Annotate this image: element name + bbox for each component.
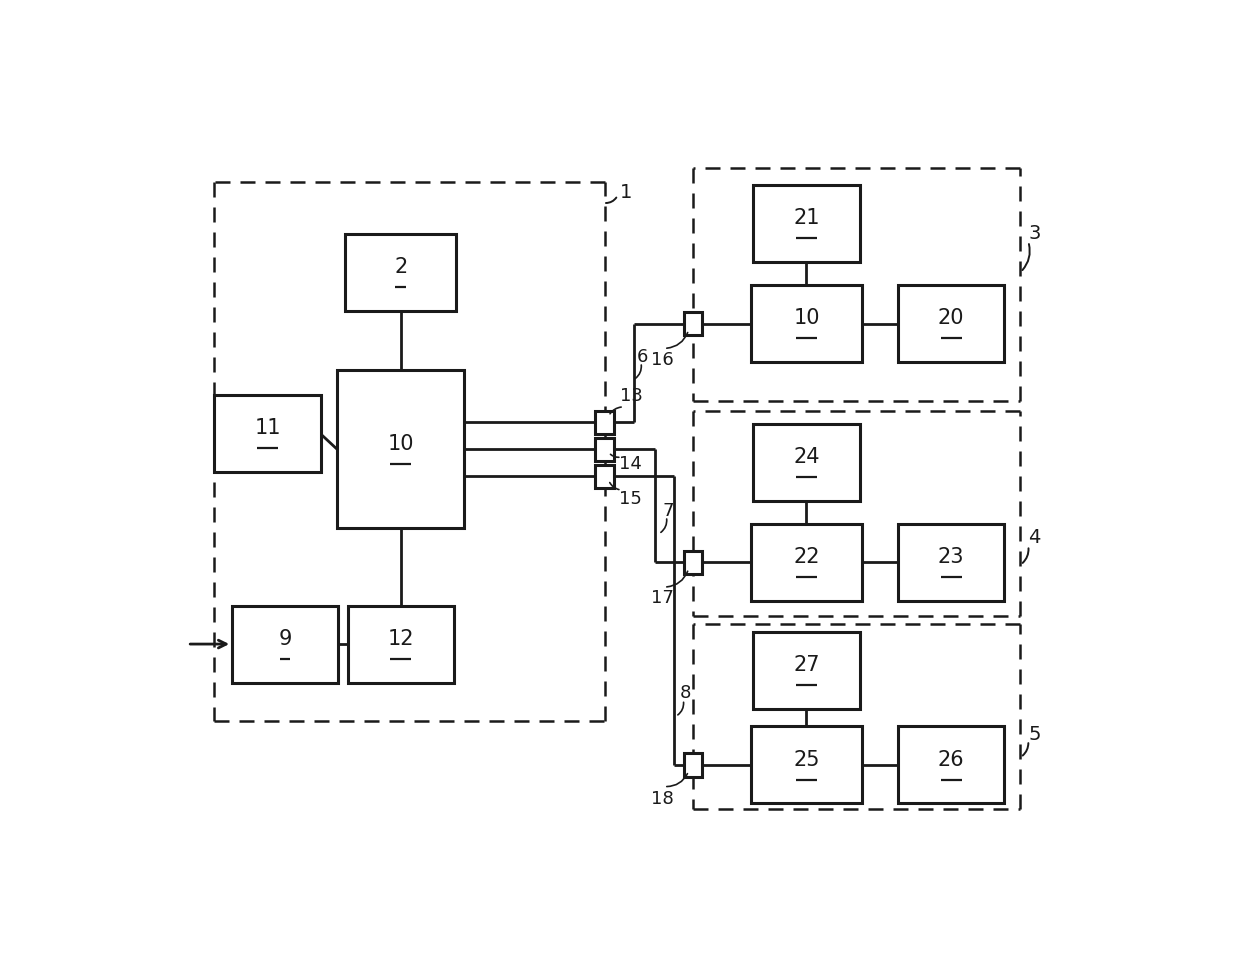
- Text: 10: 10: [387, 433, 414, 454]
- Bar: [215, 395, 321, 473]
- Text: 2: 2: [394, 257, 407, 277]
- Text: 10: 10: [794, 309, 820, 328]
- Text: 20: 20: [937, 309, 965, 328]
- Bar: [595, 437, 614, 461]
- Text: 22: 22: [794, 547, 820, 567]
- Text: 13: 13: [620, 387, 644, 406]
- Bar: [898, 285, 1004, 363]
- Text: 14: 14: [619, 456, 641, 474]
- Text: 6: 6: [637, 348, 649, 366]
- Text: 21: 21: [794, 208, 820, 228]
- Text: 24: 24: [794, 447, 820, 467]
- Text: 9: 9: [279, 629, 291, 648]
- Bar: [347, 605, 454, 683]
- Text: 4: 4: [1028, 528, 1040, 548]
- Bar: [898, 524, 1004, 601]
- Text: 11: 11: [254, 418, 280, 438]
- Text: 23: 23: [937, 547, 965, 567]
- Bar: [754, 185, 859, 262]
- Bar: [337, 370, 464, 528]
- Bar: [684, 754, 703, 777]
- Text: 12: 12: [387, 629, 414, 648]
- Bar: [684, 550, 703, 574]
- Bar: [750, 727, 862, 804]
- Bar: [750, 524, 862, 601]
- Bar: [595, 465, 614, 488]
- Text: 8: 8: [681, 685, 692, 702]
- Text: 18: 18: [651, 789, 673, 807]
- Bar: [684, 313, 703, 336]
- Text: 17: 17: [651, 590, 673, 607]
- Bar: [898, 727, 1004, 804]
- Text: 25: 25: [794, 750, 820, 769]
- Text: 5: 5: [1028, 725, 1040, 743]
- Bar: [754, 632, 859, 709]
- Text: 15: 15: [619, 490, 641, 508]
- Text: 3: 3: [1028, 224, 1040, 244]
- Text: 16: 16: [651, 351, 673, 368]
- Bar: [232, 605, 339, 683]
- Bar: [750, 285, 862, 363]
- Text: 27: 27: [794, 655, 820, 675]
- Text: 1: 1: [620, 183, 632, 202]
- Bar: [754, 424, 859, 501]
- Bar: [345, 234, 456, 311]
- Bar: [595, 410, 614, 433]
- Text: 26: 26: [937, 750, 965, 769]
- Text: 7: 7: [662, 502, 675, 520]
